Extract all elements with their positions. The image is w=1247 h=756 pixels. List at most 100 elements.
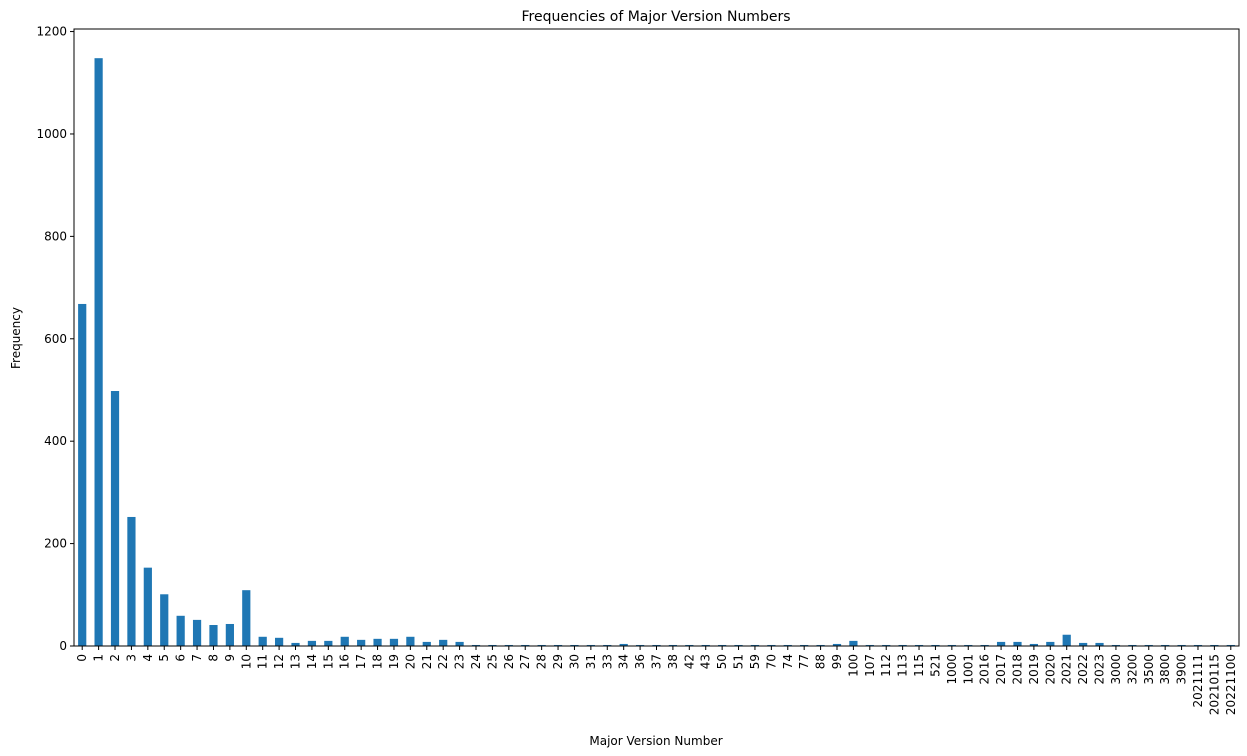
bar-112 [882, 644, 891, 646]
bar-2 [110, 391, 120, 646]
x-tick-label: 1000 [945, 654, 959, 685]
y-tick-label: 200 [44, 537, 67, 551]
x-tick-label: 42 [682, 654, 696, 669]
bar-74 [783, 644, 792, 646]
x-tick-label: 2020 [1043, 654, 1057, 685]
x-tick-label: 9 [223, 654, 237, 662]
x-tick-label: 16 [338, 654, 352, 669]
x-tick-label: 2021 [1060, 654, 1074, 685]
bar-14 [307, 640, 317, 646]
bar-15 [324, 640, 333, 646]
bar-0 [78, 303, 87, 646]
x-tick-label: 5 [157, 654, 171, 662]
x-tick-label: 2018 [1010, 654, 1024, 685]
bar-12 [275, 637, 284, 646]
x-tick-label: 17 [354, 654, 368, 669]
x-tick-label: 7 [190, 654, 204, 662]
x-tick-label: 2022 [1076, 654, 1090, 685]
x-tick-label: 2017 [994, 654, 1008, 685]
x-tick-label: 1001 [961, 654, 975, 685]
y-tick-label: 1000 [36, 127, 67, 141]
y-tick-label: 600 [44, 332, 67, 346]
bar-88 [816, 644, 825, 646]
plot-area [78, 58, 1235, 646]
x-tick-label: 2 [108, 654, 122, 662]
bar-31 [586, 644, 595, 646]
bar-43 [701, 644, 710, 646]
bar-2021111 [1193, 644, 1203, 646]
x-tick-label: 20 [403, 654, 417, 669]
bar-42 [685, 644, 694, 646]
x-tick-label: 115 [912, 654, 926, 677]
bar-37 [652, 644, 661, 646]
bar-30 [570, 644, 579, 646]
x-tick-label: 37 [650, 654, 664, 669]
x-tick-label: 15 [321, 654, 335, 669]
x-tick-label: 3900 [1175, 654, 1189, 685]
x-tick-label: 36 [633, 654, 647, 669]
bar-11 [258, 636, 267, 646]
x-tick-label: 59 [748, 654, 762, 669]
x-tick-label: 50 [715, 654, 729, 669]
bar-20210115 [1210, 644, 1219, 646]
bar-115 [914, 644, 924, 646]
bar-19 [389, 638, 399, 646]
x-tick-label: 3800 [1158, 654, 1172, 685]
x-tick-label: 30 [567, 654, 581, 669]
x-tick-label: 100 [846, 654, 860, 677]
bar-51 [734, 644, 743, 646]
bar-2016 [980, 644, 989, 646]
chart-title: Frequencies of Major Version Numbers [521, 9, 790, 25]
y-tick-label: 0 [59, 639, 67, 653]
x-tick-label: 3 [124, 654, 138, 662]
bar-3500 [1144, 644, 1153, 646]
bar-2020 [1046, 641, 1055, 646]
bar-1 [94, 58, 103, 646]
x-tick-label: 38 [666, 654, 680, 669]
x-tick-label: 25 [485, 654, 499, 669]
bar-16 [340, 636, 349, 646]
x-tick-label: 1 [92, 654, 106, 662]
x-axis-label: Major Version Number [589, 734, 722, 748]
x-tick-label: 33 [600, 654, 614, 669]
bar-18 [373, 638, 382, 646]
x-tick-label: 12 [272, 654, 286, 669]
x-tick-label: 21 [420, 654, 434, 669]
bar-3000 [1111, 644, 1121, 646]
bar-2018 [1013, 641, 1022, 646]
x-tick-label: 23 [453, 654, 467, 669]
bar-50 [718, 644, 727, 646]
bar-24 [471, 644, 481, 646]
bar-20221100 [1226, 644, 1235, 646]
x-tick-label: 88 [814, 654, 828, 669]
x-tick-label: 74 [781, 654, 795, 669]
x-tick-label: 70 [764, 654, 778, 669]
x-tick-label: 43 [699, 654, 713, 669]
bar-2021 [1062, 634, 1071, 646]
x-tick-label: 20210115 [1207, 654, 1221, 715]
x-tick-label: 24 [469, 654, 483, 669]
x-tick-label: 8 [206, 654, 220, 662]
x-tick-label: 19 [387, 654, 401, 669]
x-axis: 0 1 2 3 4 5 6 7 8 9 10 11 12 13 14 15 16 17 18 19 20 21 22 23 24… [75, 646, 1238, 715]
x-tick-label: 10 [239, 654, 253, 669]
bar-8 [209, 625, 218, 646]
bar-107 [865, 644, 874, 646]
bar-2017 [996, 641, 1006, 646]
bar-5 [160, 594, 169, 646]
x-tick-label: 3500 [1142, 654, 1156, 685]
bar-20 [406, 636, 415, 646]
bar-21 [422, 641, 431, 646]
y-axis-label: Frequency [9, 307, 23, 369]
x-tick-label: 2023 [1093, 654, 1107, 685]
x-tick-label: 51 [732, 654, 746, 669]
x-tick-label: 22 [436, 654, 450, 669]
bar-29 [553, 644, 563, 646]
x-tick-label: 4 [141, 654, 155, 662]
x-tick-label: 107 [863, 654, 877, 677]
bar-70 [767, 644, 776, 646]
x-tick-label: 31 [584, 654, 598, 669]
bar-2022 [1079, 642, 1088, 646]
bar-521 [931, 644, 940, 646]
